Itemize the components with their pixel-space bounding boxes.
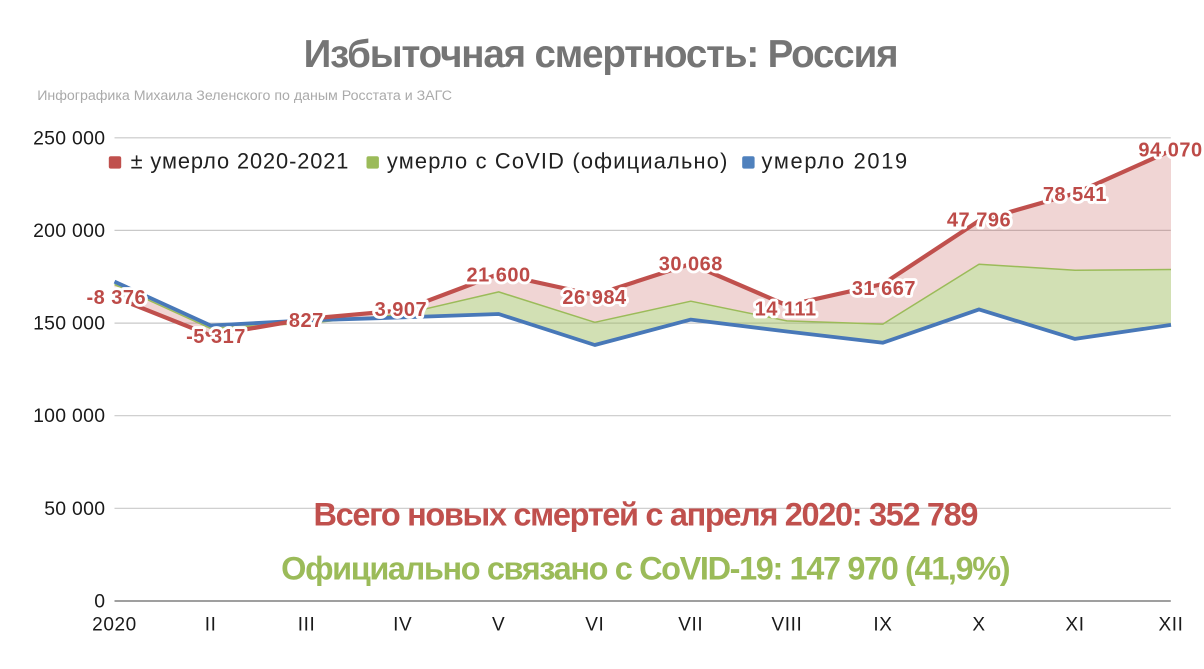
svg-text:умерло 2019: умерло 2019 xyxy=(762,148,909,173)
svg-text:200 000: 200 000 xyxy=(33,220,105,242)
svg-text:30 068: 30 068 xyxy=(659,253,723,275)
svg-text:VIII: VIII xyxy=(771,615,802,636)
svg-text:VI: VI xyxy=(585,615,604,636)
svg-text:V: V xyxy=(492,615,505,636)
svg-text:14 111: 14 111 xyxy=(755,298,817,320)
svg-text:26 984: 26 984 xyxy=(562,287,627,309)
svg-text:II: II xyxy=(205,615,217,636)
svg-text:IV: IV xyxy=(393,615,412,636)
svg-text:3 907: 3 907 xyxy=(375,299,428,321)
svg-text:94 070: 94 070 xyxy=(1138,139,1202,161)
svg-text:Официально связано с CoVID-19:: Официально связано с CoVID-19: 147 970 (… xyxy=(281,550,1010,586)
svg-text:31 667: 31 667 xyxy=(852,278,916,300)
svg-text:± умерло 2020-2021: ± умерло 2020-2021 xyxy=(131,148,350,173)
svg-text:2020: 2020 xyxy=(92,615,137,636)
svg-text:Инфографика Михаила Зеленского: Инфографика Михаила Зеленского по даным … xyxy=(37,88,452,104)
svg-text:78 541: 78 541 xyxy=(1043,184,1107,206)
svg-text:IX: IX xyxy=(873,615,892,636)
svg-text:21 600: 21 600 xyxy=(467,264,531,286)
svg-text:III: III xyxy=(298,615,316,636)
svg-text:XII: XII xyxy=(1158,615,1183,636)
svg-text:-8 376: -8 376 xyxy=(86,287,146,309)
svg-text:умерло с CoVID (официально): умерло с CoVID (официально) xyxy=(387,148,729,173)
svg-text:100 000: 100 000 xyxy=(33,405,105,427)
svg-text:X: X xyxy=(972,615,985,636)
svg-text:-5 317: -5 317 xyxy=(186,326,246,348)
svg-text:VII: VII xyxy=(678,615,703,636)
svg-text:Всего новых смертей с апреля 2: Всего новых смертей с апреля 2020: 352 7… xyxy=(313,496,977,532)
svg-text:Избыточная смертность: Россия: Избыточная смертность: Россия xyxy=(304,33,898,76)
svg-text:50 000: 50 000 xyxy=(44,498,105,520)
svg-text:47 796: 47 796 xyxy=(947,210,1011,232)
svg-text:150 000: 150 000 xyxy=(33,313,105,335)
svg-text:250 000: 250 000 xyxy=(33,127,105,149)
svg-text:827: 827 xyxy=(289,310,324,332)
svg-text:XI: XI xyxy=(1065,615,1084,636)
svg-text:0: 0 xyxy=(94,591,105,613)
